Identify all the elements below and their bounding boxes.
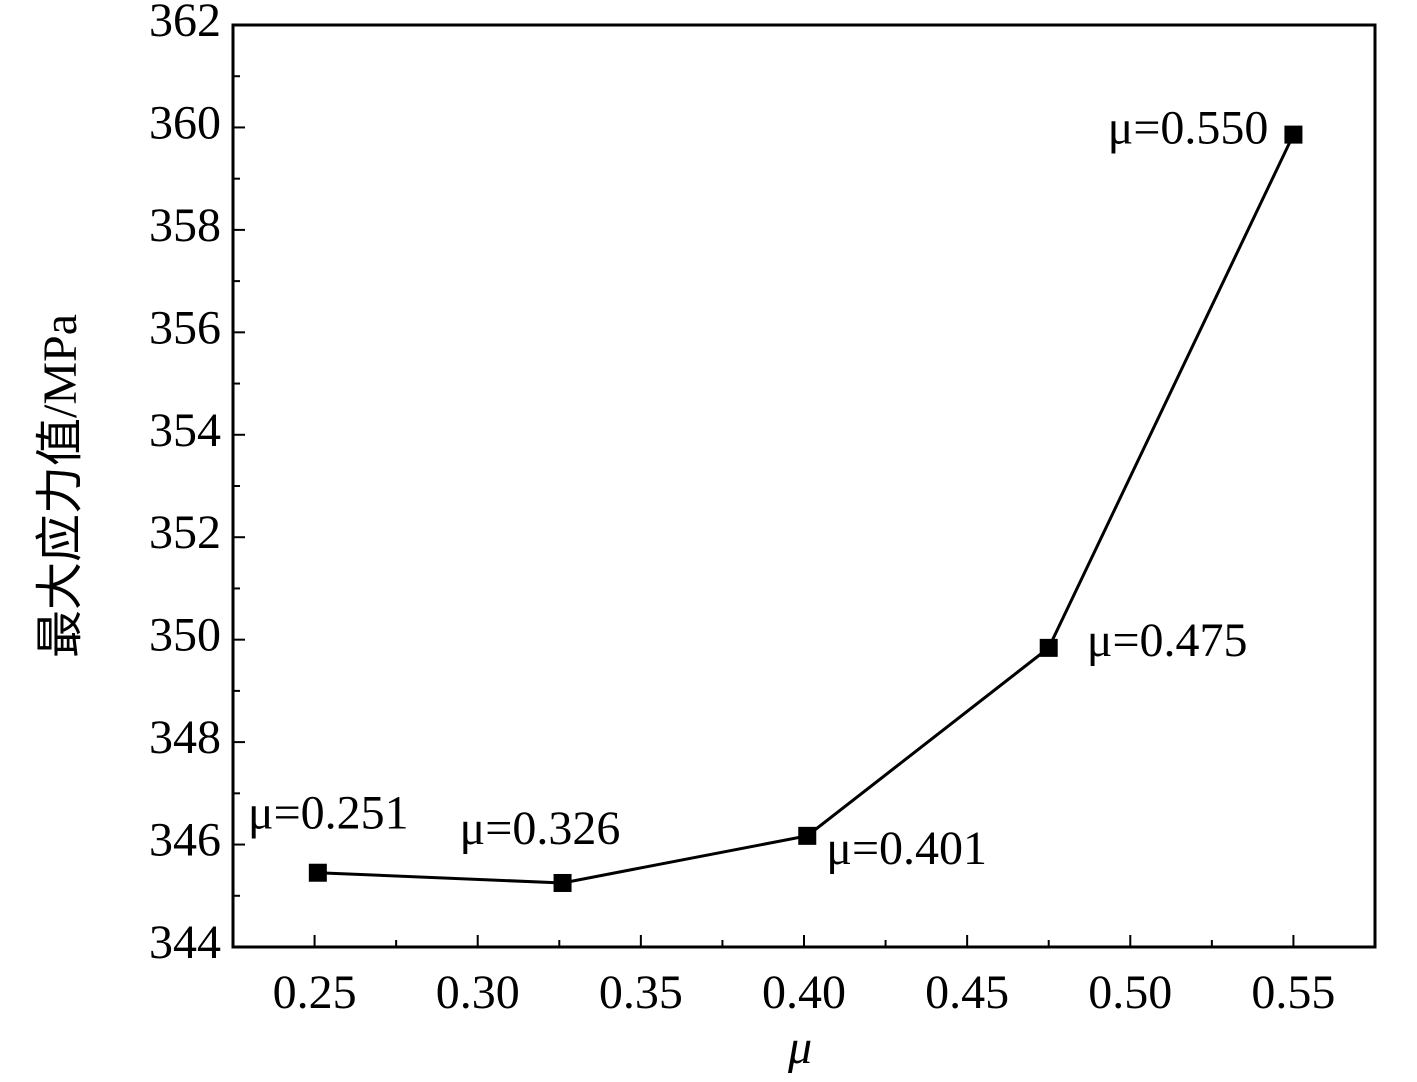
y-tick-label: 360 xyxy=(149,96,221,149)
y-tick-label: 344 xyxy=(149,916,221,969)
y-tick-label: 356 xyxy=(149,301,221,354)
marker xyxy=(308,863,327,882)
marker xyxy=(1039,638,1058,657)
marker xyxy=(798,826,817,845)
y-tick-label: 354 xyxy=(149,404,221,457)
y-tick-label: 348 xyxy=(149,711,221,764)
y-tick-label: 352 xyxy=(149,506,221,559)
y-tick-label: 362 xyxy=(149,0,221,47)
y-tick-label: 346 xyxy=(149,814,221,867)
x-tick-label: 0.30 xyxy=(436,966,520,1019)
annotation: μ=0.251 xyxy=(248,787,409,840)
marker xyxy=(553,873,572,892)
x-tick-label: 0.45 xyxy=(925,966,1009,1019)
x-tick-label: 0.35 xyxy=(599,966,683,1019)
y-tick-label: 350 xyxy=(149,609,221,662)
marker xyxy=(1284,125,1303,144)
y-tick-label: 358 xyxy=(149,199,221,252)
x-tick-label: 0.50 xyxy=(1088,966,1172,1019)
annotation: μ=0.401 xyxy=(826,822,987,875)
annotation: μ=0.475 xyxy=(1087,614,1248,667)
line xyxy=(317,133,1295,885)
annotation: μ=0.550 xyxy=(1108,102,1269,155)
y-axis-label: 最大应力值/MPa xyxy=(34,314,87,658)
x-tick-label: 0.55 xyxy=(1251,966,1335,1019)
annotation: μ=0.326 xyxy=(460,802,621,855)
x-axis-label: μ xyxy=(787,1021,812,1074)
x-tick-label: 0.25 xyxy=(273,966,357,1019)
x-tick-label: 0.40 xyxy=(762,966,846,1019)
